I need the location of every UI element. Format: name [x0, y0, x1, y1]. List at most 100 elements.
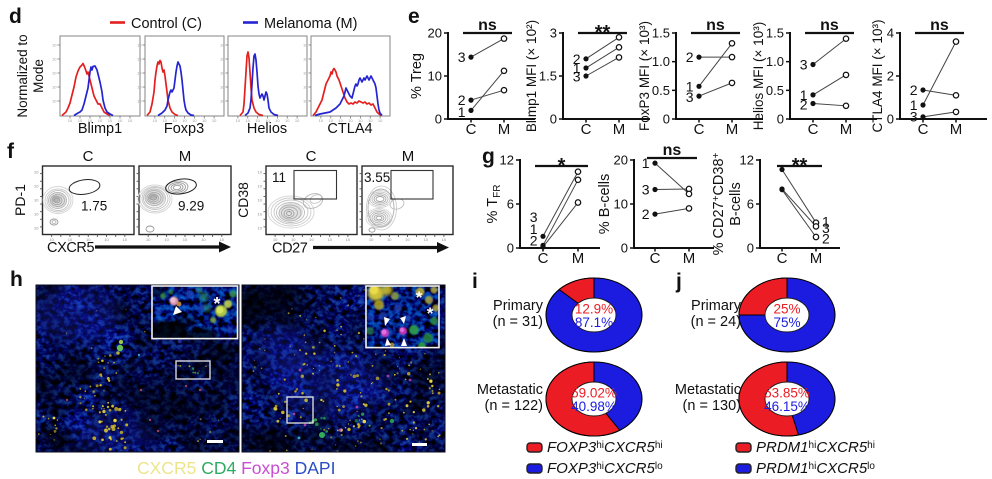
svg-text:10: 10 [273, 237, 278, 242]
svg-text:3: 3 [573, 69, 581, 85]
svg-text:2: 2 [822, 230, 830, 246]
svg-text:d: d [9, 5, 22, 28]
svg-text:10: 10 [153, 118, 158, 123]
svg-text:PD-1: PD-1 [12, 184, 28, 216]
svg-text:3: 3 [686, 89, 694, 105]
svg-text:10: 10 [258, 226, 263, 231]
svg-text:10: 10 [118, 118, 123, 123]
svg-text:10: 10 [236, 118, 241, 123]
svg-text:CD27: CD27 [272, 241, 308, 257]
svg-text:*: * [213, 294, 220, 314]
svg-text:10: 10 [378, 118, 383, 123]
svg-text:1.5: 1.5 [652, 26, 670, 41]
svg-text:10: 10 [246, 118, 251, 123]
svg-text:CXCR5 CD4 Foxp3 DAPI: CXCR5 CD4 Foxp3 DAPI [137, 458, 335, 478]
svg-text:CD38: CD38 [235, 182, 251, 218]
svg-text:C: C [650, 250, 661, 267]
svg-text:10: 10 [358, 118, 363, 123]
svg-text:0: 0 [550, 112, 557, 127]
svg-text:ns: ns [706, 17, 725, 34]
svg-text:M: M [683, 250, 696, 267]
svg-text:(n = 31): (n = 31) [493, 314, 543, 330]
svg-text:10: 10 [137, 43, 142, 48]
svg-text:Mode: Mode [31, 59, 46, 93]
svg-text:M: M [179, 148, 192, 165]
svg-text:25%: 25% [773, 302, 800, 317]
svg-text:3: 3 [550, 26, 557, 41]
svg-text:1: 1 [800, 87, 808, 103]
svg-text:C: C [694, 121, 705, 138]
svg-text:ns: ns [478, 17, 497, 34]
svg-text:12: 12 [500, 153, 514, 168]
svg-text:10: 10 [327, 237, 332, 242]
svg-text:Foxp3: Foxp3 [164, 121, 204, 137]
svg-text:Metastatic: Metastatic [675, 382, 741, 398]
svg-text:g: g [482, 145, 495, 168]
svg-text:FoxP3 MFI (× 10³): FoxP3 MFI (× 10³) [637, 21, 652, 131]
svg-text:10: 10 [295, 118, 300, 123]
svg-text:12: 12 [740, 153, 754, 168]
svg-text:ns: ns [820, 17, 839, 34]
svg-text:1: 1 [686, 78, 694, 94]
svg-text:2: 2 [910, 82, 918, 98]
svg-text:20: 20 [614, 153, 628, 168]
svg-text:10: 10 [137, 57, 142, 62]
svg-text:59.02%: 59.02% [571, 386, 617, 401]
svg-text:10: 10 [34, 184, 39, 189]
svg-text:1.5: 1.5 [766, 26, 784, 41]
svg-text:10: 10 [428, 69, 442, 84]
svg-text:2: 2 [530, 233, 538, 249]
svg-text:10: 10 [338, 118, 343, 123]
svg-text:10: 10 [163, 118, 168, 123]
svg-text:10: 10 [291, 237, 296, 242]
svg-text:10: 10 [137, 85, 142, 90]
svg-text:Normalized to: Normalized to [15, 34, 30, 117]
svg-text:1: 1 [458, 104, 466, 120]
svg-text:1.5: 1.5 [539, 69, 557, 84]
svg-text:10: 10 [423, 237, 428, 242]
svg-text:Control (C): Control (C) [131, 16, 202, 32]
svg-text:75%: 75% [773, 315, 800, 330]
svg-text:2: 2 [686, 49, 694, 65]
svg-text:10: 10 [258, 212, 263, 217]
svg-text:ns: ns [930, 17, 949, 34]
svg-text:53.85%: 53.85% [764, 386, 810, 401]
svg-text:1: 1 [573, 60, 581, 76]
svg-text:C: C [306, 148, 317, 165]
svg-text:87.1%: 87.1% [575, 315, 613, 330]
svg-text:0: 0 [887, 112, 894, 127]
svg-text:6: 6 [507, 197, 514, 212]
svg-text:10: 10 [34, 198, 39, 203]
svg-text:CTLA4: CTLA4 [327, 121, 372, 137]
svg-text:10: 10 [201, 237, 206, 242]
svg-text:10: 10 [303, 99, 308, 104]
svg-text:2: 2 [573, 51, 581, 67]
svg-text:1.75: 1.75 [81, 199, 107, 214]
svg-text:3: 3 [822, 220, 830, 236]
svg-text:0: 0 [777, 112, 784, 127]
svg-text:10: 10 [220, 71, 225, 76]
svg-text:ns: ns [663, 142, 682, 159]
svg-text:PRDM1hiCXCR5hi: PRDM1hiCXCR5hi [756, 439, 875, 456]
svg-text:0: 0 [747, 241, 754, 256]
svg-text:M: M [613, 121, 626, 138]
svg-text:10: 10 [348, 118, 353, 123]
svg-text:10: 10 [52, 85, 57, 90]
svg-text:10: 10 [137, 71, 142, 76]
svg-text:0: 0 [663, 112, 670, 127]
svg-text:i: i [472, 270, 478, 293]
svg-text:10: 10 [319, 118, 324, 123]
svg-text:10: 10 [52, 99, 57, 104]
svg-text:Helios: Helios [247, 121, 287, 137]
svg-text:M: M [572, 250, 585, 267]
svg-text:(n = 130): (n = 130) [683, 398, 741, 414]
svg-text:10: 10 [98, 118, 103, 123]
svg-text:(n = 122): (n = 122) [485, 398, 543, 414]
svg-text:1.0: 1.0 [652, 54, 670, 69]
svg-text:10: 10 [614, 197, 628, 212]
svg-text:e: e [408, 5, 420, 28]
svg-text:10: 10 [405, 237, 410, 242]
svg-text:9.29: 9.29 [178, 199, 204, 214]
svg-text:1: 1 [910, 97, 918, 113]
svg-text:**: ** [792, 155, 808, 177]
